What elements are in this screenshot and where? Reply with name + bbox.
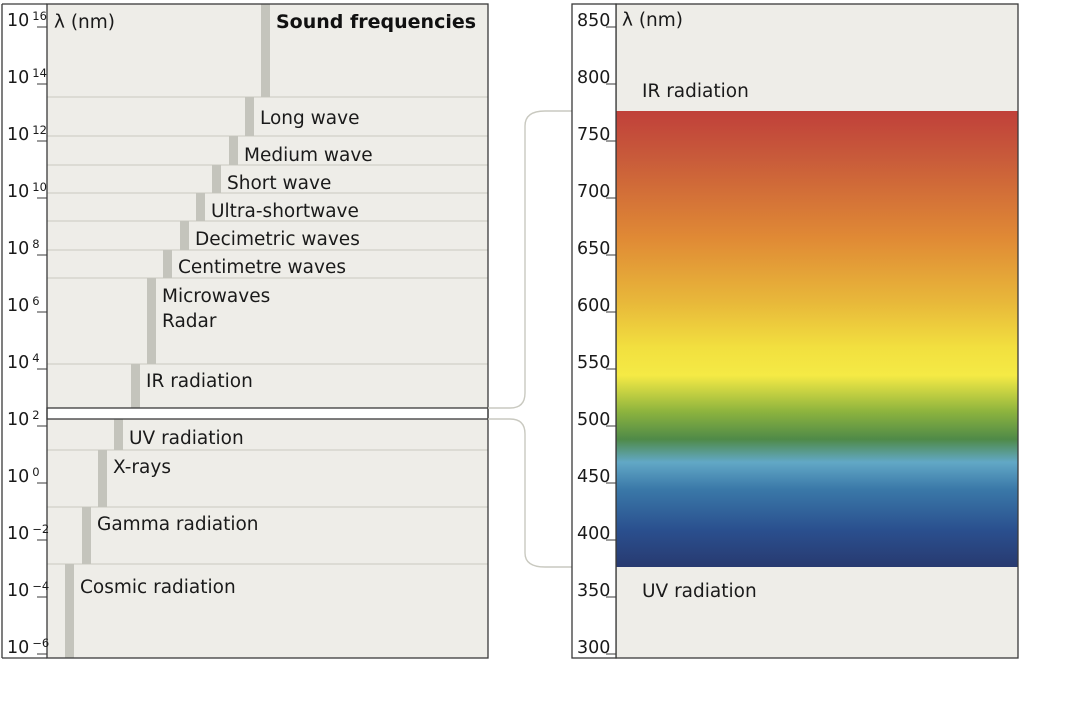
band-bar [114,419,123,450]
band-bar [82,507,91,564]
sound-frequencies-bar [261,4,270,97]
left-axis: 10 16 10 14 10 12 10 10 10 8 10 6 10 4 10 2 10 0 10 −2 10 −4 1… [1,3,49,659]
right-tick-label: 500 [577,410,610,430]
left-tick-label: 10 8 [7,237,40,259]
band-label: Cosmic radiation [80,577,236,598]
right-tick-label: 800 [577,68,610,88]
left-tick-label: 10 6 [7,294,40,316]
full-spectrum-panel: Long wave Medium wave Short wave Ultra-shor… [1,3,489,659]
band-bar [65,564,74,658]
band-label: Ultra-shortwave [211,201,359,222]
band-label: IR radiation [146,371,253,392]
right-tick-label: 450 [577,467,610,487]
left-unit-label: λ (nm) [54,12,115,33]
band-label: Microwaves [162,286,270,307]
left-tick-label: 10 0 [7,465,40,487]
band-label: Medium wave [244,145,373,166]
band-label: Centimetre waves [178,257,346,278]
left-tick-label: 10 −6 [7,636,49,658]
band-bar [245,97,254,136]
left-tick-label: 10 16 [7,9,47,31]
right-axis: 850 800 750 700 650 600 550 500 450 400 350 300 [571,3,617,659]
right-tick-label: 750 [577,125,610,145]
zoom-bracket-line [488,110,616,568]
band-bars [65,4,270,658]
band-bar [163,250,172,278]
left-tick-label: 10 14 [7,66,47,88]
right-tick-label: 300 [577,638,610,658]
ir-radiation-label: IR radiation [642,81,749,102]
left-tick-label: 10 10 [7,180,47,202]
right-tick-label: 550 [577,353,610,373]
right-tick-label: 400 [577,524,610,544]
right-tick-label: 350 [577,581,610,601]
sound-frequencies-heading: Sound frequencies [276,11,476,33]
right-tick-label: 850 [577,11,610,31]
right-tick-label: 700 [577,182,610,202]
visible-light-gap [46,407,489,420]
visible-spectrum-gradient [616,111,1018,567]
left-panel-frame [46,3,489,659]
band-bar [180,221,189,250]
left-tick-label: 10 −2 [7,522,49,544]
band-bar [147,278,156,364]
band-label: Gamma radiation [97,514,259,535]
left-tick-label: 10 −4 [7,579,49,601]
band-bar [212,165,221,193]
visible-spectrum-panel: 850 800 750 700 650 600 550 500 450 400 350 300 λ (… [571,3,1019,659]
band-label: Decimetric waves [195,229,360,250]
left-tick-label: 10 2 [7,408,40,430]
band-label: Long wave [260,108,359,129]
band-bar [131,364,140,408]
right-unit-label: λ (nm) [622,10,683,31]
band-bar [98,450,107,507]
left-tick-label: 10 12 [7,123,47,145]
right-tick-label: 600 [577,296,610,316]
band-label: Radar [162,311,217,332]
band-bar [229,136,238,165]
band-label: UV radiation [129,428,244,449]
band-dividers [47,96,488,565]
left-panel-background [47,4,488,658]
band-label: Short wave [227,173,331,194]
band-label: X-rays [113,457,171,478]
left-tick-label: 10 4 [7,351,40,373]
right-tick-label: 650 [577,239,610,259]
uv-radiation-label: UV radiation [642,581,757,602]
band-labels: Long wave Medium wave Short wave Ultra-shor… [80,108,373,598]
band-bar [196,193,205,221]
